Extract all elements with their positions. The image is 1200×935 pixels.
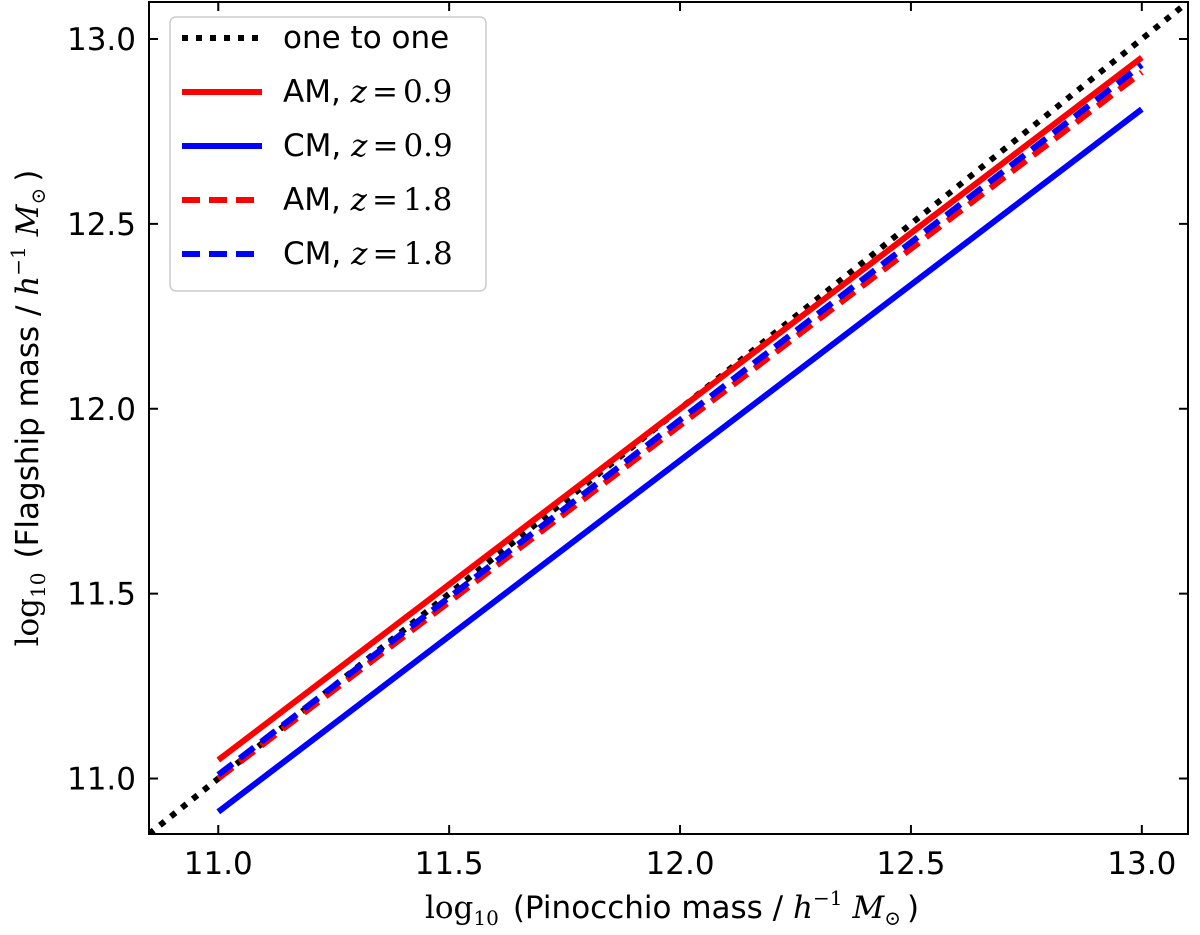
y-axis-label-M-sub: ⊙: [26, 188, 50, 205]
x-axis-label-M-sub: ⊙: [884, 906, 901, 930]
legend-box: [169, 16, 487, 292]
legend-label-2: CM, z = 0.9: [283, 128, 453, 164]
x-axis-label-h-exp: −1: [813, 886, 842, 910]
x-tick-label: 11.0: [184, 846, 253, 882]
series-line-3: [216, 69, 1144, 781]
legend-item: CM, z = 0.9: [182, 128, 453, 164]
legend-label-3: AM, z = 1.8: [283, 182, 452, 218]
x-axis-label-h: h: [793, 890, 813, 926]
series-line-4: [216, 62, 1144, 778]
y-axis-label-M: M: [10, 203, 46, 237]
x-axis-label-log: log: [425, 890, 473, 926]
legend-item: AM, z = 1.8: [182, 182, 452, 218]
x-axis-label-close: ): [907, 890, 919, 926]
y-tick-label: 12.0: [67, 392, 136, 428]
series-line-0: [149, 2, 1188, 834]
x-tick-label: 12.5: [876, 846, 945, 882]
y-axis-label-log-sub: 10: [26, 573, 50, 598]
legend-item: AM, z = 0.9: [182, 74, 452, 110]
y-axis-label-h: h: [10, 276, 46, 296]
legend-item: one to one: [182, 20, 449, 56]
x-tick-label: 12.0: [646, 846, 715, 882]
legend-label-1: AM, z = 0.9: [283, 74, 452, 110]
y-tick-label: 11.0: [67, 762, 136, 798]
x-tick-label: 11.5: [415, 846, 484, 882]
y-axis-label-h-exp: −1: [6, 246, 30, 275]
legend-items: one to one AM, z = 0.9 CM, z = 0.9 AM, z = 1.8 CM,…: [182, 20, 453, 272]
legend-label-0: one to one: [283, 20, 449, 56]
plot-frame: [148, 1, 1189, 835]
y-tick-label: 12.5: [67, 207, 136, 243]
legend-label-4: CM, z = 1.8: [283, 236, 453, 272]
x-axis-label-M: M: [851, 890, 885, 926]
series-line-1: [216, 55, 1144, 763]
y-axis-label: log10 (Flagship mass / h−1 M⊙): [6, 170, 50, 647]
series-line-2: [216, 106, 1144, 815]
series-layer: [149, 2, 1188, 834]
x-axis-label-text: (Pinocchio mass /: [513, 890, 793, 926]
x-axis-label-log-sub: 10: [473, 906, 498, 930]
x-axis-label: log10 (Pinocchio mass / h−1 M⊙): [425, 886, 919, 930]
legend-item: CM, z = 1.8: [182, 236, 453, 272]
y-axis-label-close: ): [10, 170, 46, 182]
y-axis-label-text: (Flagship mass /: [10, 296, 46, 559]
x-tick-label: 13.0: [1107, 846, 1176, 882]
y-axis-label-log: log: [10, 598, 46, 646]
ticks-layer: 11.0 11.5 12.0 12.5 13.0 11.0 11.5 12.0 12.5 13.0: [67, 2, 1188, 882]
y-tick-label: 13.0: [67, 22, 136, 58]
y-tick-label: 11.5: [67, 577, 136, 613]
legend: one to one AM, z = 0.9 CM, z = 0.9 AM, z = 1.8 CM,…: [169, 16, 487, 292]
